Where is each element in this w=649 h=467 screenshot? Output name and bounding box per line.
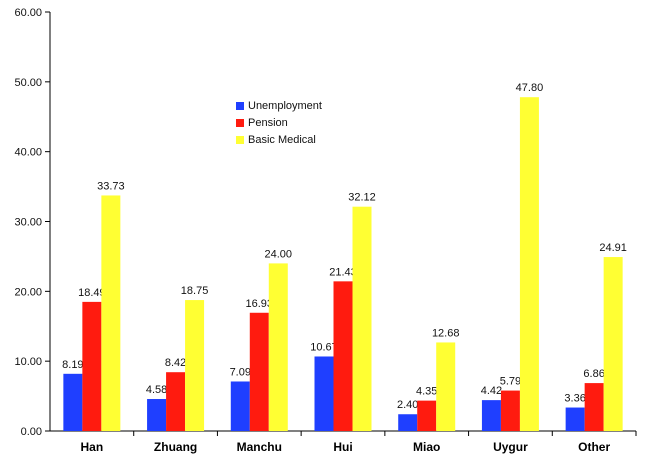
bar-pension: [584, 383, 604, 431]
data-label: 8.42: [165, 357, 186, 369]
bar-basic-medical: [603, 257, 623, 431]
data-label: 4.58: [146, 384, 167, 396]
legend-label-pension: Pension: [248, 116, 288, 129]
data-label: 3.36: [564, 393, 585, 405]
legend-label-unemployment: Unemployment: [248, 99, 322, 112]
x-tick-label: Uygur: [493, 440, 528, 454]
legend-item-unemployment: Unemployment: [236, 97, 322, 114]
x-tick-label: Other: [578, 440, 610, 454]
legend-swatch-unemployment: [236, 101, 244, 110]
bar-unemployment: [398, 414, 418, 431]
y-tick-label: 20.00: [14, 286, 42, 298]
data-label: 21.43: [329, 266, 357, 278]
bar-unemployment: [565, 407, 585, 431]
y-tick-label: 10.00: [14, 356, 42, 368]
x-tick-label: Zhuang: [154, 440, 197, 454]
bar-basic-medical: [352, 206, 372, 431]
bar-basic-medical: [101, 195, 121, 431]
x-tick-label: Manchu: [237, 440, 282, 454]
x-tick-label: Miao: [413, 440, 440, 454]
y-tick-label: 30.00: [14, 217, 42, 229]
data-label: 5.79: [500, 376, 521, 388]
bar-unemployment: [230, 381, 250, 431]
data-label: 12.68: [432, 327, 460, 339]
data-label: 6.86: [583, 368, 604, 380]
data-label: 4.42: [481, 385, 502, 397]
x-tick-label: Hui: [333, 440, 352, 454]
data-label: 24.00: [265, 248, 293, 260]
legend-item-pension: Pension: [236, 114, 322, 131]
data-label: 10.67: [310, 341, 338, 353]
data-label: 18.49: [78, 287, 106, 299]
y-tick-label: 50.00: [14, 77, 42, 89]
data-label: 24.91: [599, 242, 627, 254]
data-label: 32.12: [348, 192, 376, 204]
data-label: 47.80: [516, 82, 544, 94]
y-tick-label: 40.00: [14, 147, 42, 159]
legend: Unemployment Pension Basic Medical: [236, 97, 322, 148]
bar-pension: [166, 372, 186, 431]
bar-pension: [82, 301, 102, 431]
bar-pension: [500, 390, 520, 431]
bar-pension: [249, 312, 269, 431]
data-label: 4.35: [416, 386, 437, 398]
bar-basic-medical: [268, 263, 288, 431]
data-label: 2.40: [397, 399, 418, 411]
bar-unemployment: [63, 373, 83, 431]
y-tick-label: 60.00: [14, 7, 42, 19]
bar-unemployment: [147, 399, 167, 431]
bar-unemployment: [314, 356, 334, 431]
legend-swatch-basic-medical: [236, 135, 244, 144]
bar-basic-medical: [185, 300, 205, 431]
data-label: 33.73: [97, 180, 125, 192]
data-label: 18.75: [181, 285, 209, 297]
data-label: 16.93: [246, 298, 274, 310]
bar-basic-medical: [519, 97, 539, 432]
y-tick-label: 0.00: [21, 426, 42, 438]
data-label: 7.09: [230, 366, 251, 378]
legend-label-basic-medical: Basic Medical: [248, 133, 316, 146]
bar-pension: [333, 281, 353, 431]
bar-basic-medical: [436, 342, 456, 431]
legend-swatch-pension: [236, 118, 244, 127]
bar-unemployment: [481, 400, 501, 431]
x-tick-label: Han: [81, 440, 104, 454]
data-label: 8.19: [62, 359, 83, 371]
bar-pension: [417, 400, 437, 431]
legend-item-basic-medical: Basic Medical: [236, 131, 322, 148]
